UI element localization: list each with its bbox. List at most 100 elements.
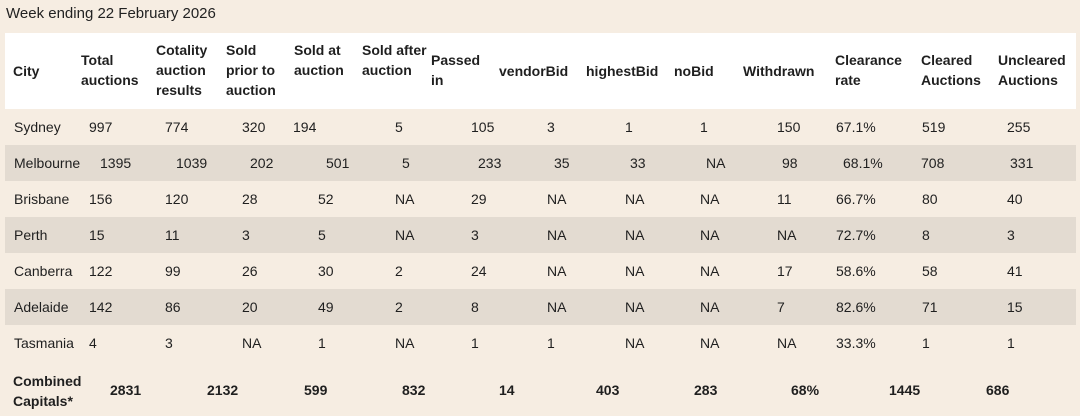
table-cell: 24	[471, 263, 487, 279]
table-cell: 29	[471, 191, 487, 207]
table-cell: 4	[89, 335, 97, 351]
table-cell: 1	[547, 335, 555, 351]
table-cell: 67.1%	[836, 119, 876, 135]
table-cell: 5	[402, 155, 410, 171]
table-cell: 194	[293, 119, 317, 135]
table-cell: 71	[922, 299, 938, 315]
table-cell: NA	[547, 263, 567, 279]
table-cell: 1	[625, 119, 633, 135]
footer-value: 283	[694, 382, 718, 398]
table-cell: 2	[395, 263, 403, 279]
table-cell: 233	[478, 155, 502, 171]
table-cell: 11	[777, 191, 792, 207]
column-header: Total auctions	[81, 52, 139, 88]
table-cell: 3	[547, 119, 555, 135]
column-header: Clearance rate	[835, 52, 902, 88]
table-cell: 708	[921, 155, 945, 171]
footer-value: 2831	[110, 382, 142, 398]
city-name: Tasmania	[14, 335, 74, 351]
footer-value: 832	[402, 382, 426, 398]
table-cell: 3	[471, 227, 479, 243]
table-cell: 66.7%	[836, 191, 876, 207]
footer-value: 403	[596, 382, 620, 398]
table-cell: 997	[89, 119, 113, 135]
column-header: Cotality auction results	[156, 42, 208, 98]
table-cell: 3	[165, 335, 173, 351]
table-cell: 1	[318, 335, 326, 351]
table-cell: NA	[700, 191, 720, 207]
table-cell: 1	[700, 119, 708, 135]
footer-value: 2132	[207, 382, 239, 398]
table-cell: NA	[700, 335, 720, 351]
city-name: Canberra	[14, 263, 73, 279]
city-name: Perth	[14, 227, 48, 243]
table-cell: 28	[242, 191, 258, 207]
table-cell: 98	[782, 155, 798, 171]
table-cell: 3	[1007, 227, 1015, 243]
table-cell: 1395	[100, 155, 132, 171]
table-row	[5, 217, 1076, 253]
table-cell: 72.7%	[836, 227, 876, 243]
table-header-background	[5, 33, 1076, 109]
table-cell: NA	[706, 155, 726, 171]
table-row	[5, 289, 1076, 325]
table-cell: 1	[471, 335, 479, 351]
table-cell: NA	[547, 191, 567, 207]
table-cell: 58	[922, 263, 938, 279]
table-cell: 8	[471, 299, 479, 315]
table-cell: 1	[1007, 335, 1015, 351]
table-cell: 52	[318, 191, 334, 207]
table-cell: NA	[700, 263, 720, 279]
table-cell: 774	[165, 119, 189, 135]
table-cell: 15	[1007, 299, 1023, 315]
table-cell: 30	[318, 263, 334, 279]
table-cell: 17	[777, 263, 793, 279]
table-cell: NA	[395, 227, 415, 243]
table-row	[5, 109, 1076, 145]
table-cell: NA	[547, 227, 567, 243]
column-header: Uncleared Auctions	[998, 52, 1066, 88]
footer-label: Combined Capitals*	[13, 373, 82, 409]
table-cell: NA	[700, 299, 720, 315]
table-cell: 142	[89, 299, 113, 315]
table-cell: 8	[922, 227, 930, 243]
table-cell: 35	[554, 155, 570, 171]
column-header: Sold after auction	[362, 42, 427, 78]
footer-value: 599	[304, 382, 328, 398]
column-header: noBid	[674, 63, 714, 79]
table-caption: Week ending 22 February 2026	[6, 5, 216, 22]
table-cell: 11	[165, 227, 180, 243]
table-cell: 33.3%	[836, 335, 876, 351]
city-name: Melbourne	[14, 155, 81, 171]
table-cell: 33	[630, 155, 646, 171]
table-cell: 58.6%	[836, 263, 876, 279]
table-row	[5, 253, 1076, 289]
table-cell: 80	[922, 191, 938, 207]
column-header: Cleared Auctions	[921, 52, 981, 88]
column-header: Withdrawn	[743, 63, 815, 79]
footer-value: 14	[499, 382, 515, 398]
table-cell: 7	[777, 299, 785, 315]
city-name: Sydney	[14, 119, 61, 135]
table-cell: 2	[395, 299, 403, 315]
table-cell: 26	[242, 263, 258, 279]
table-cell: NA	[242, 335, 262, 351]
table-cell: 99	[165, 263, 181, 279]
table-cell: 1039	[176, 155, 208, 171]
table-cell: 49	[318, 299, 334, 315]
footer-value: 1445	[889, 382, 921, 398]
table-cell: 120	[165, 191, 189, 207]
table-cell: NA	[777, 227, 797, 243]
footer-value: 686	[986, 382, 1010, 398]
table-cell: 202	[250, 155, 274, 171]
table-cell: 41	[1007, 263, 1023, 279]
column-header: Sold at auction	[294, 42, 344, 78]
table-cell: NA	[700, 227, 720, 243]
table-cell: NA	[547, 299, 567, 315]
city-name: Adelaide	[14, 299, 69, 315]
column-header: vendorBid	[499, 63, 569, 79]
table-cell: 501	[326, 155, 350, 171]
column-header: City	[13, 63, 40, 79]
table-cell: 3	[242, 227, 250, 243]
footer-value: 68%	[791, 382, 820, 398]
